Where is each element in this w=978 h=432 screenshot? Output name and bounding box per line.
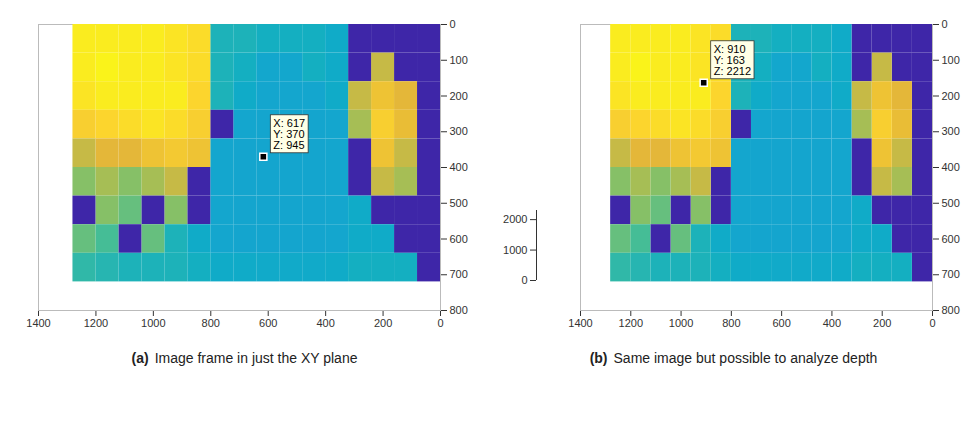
svg-text:800: 800 xyxy=(201,317,219,329)
svg-text:600: 600 xyxy=(259,317,277,329)
svg-text:1200: 1200 xyxy=(83,317,107,329)
svg-text:0: 0 xyxy=(941,18,947,30)
svg-text:300: 300 xyxy=(449,125,467,137)
svg-text:400: 400 xyxy=(316,317,334,329)
svg-text:800: 800 xyxy=(722,317,740,329)
svg-text:1000: 1000 xyxy=(503,244,527,256)
svg-text:600: 600 xyxy=(941,233,959,245)
svg-text:400: 400 xyxy=(449,161,467,173)
svg-text:1400: 1400 xyxy=(568,317,592,329)
svg-text:100: 100 xyxy=(941,54,959,66)
svg-text:400: 400 xyxy=(822,317,840,329)
svg-text:800: 800 xyxy=(941,304,959,316)
svg-text:700: 700 xyxy=(449,268,467,280)
svg-text:1000: 1000 xyxy=(668,317,692,329)
svg-text:100: 100 xyxy=(449,54,467,66)
svg-text:500: 500 xyxy=(449,197,467,209)
svg-text:1200: 1200 xyxy=(618,317,642,329)
svg-text:300: 300 xyxy=(941,125,959,137)
svg-text:200: 200 xyxy=(449,90,467,102)
svg-text:1400: 1400 xyxy=(26,317,50,329)
svg-text:200: 200 xyxy=(873,317,891,329)
svg-text:500: 500 xyxy=(941,197,959,209)
svg-text:0: 0 xyxy=(437,317,443,329)
svg-text:0: 0 xyxy=(929,317,935,329)
html-text:(b) Same image but possible to: (b) Same image but possible to analyze d… xyxy=(589,350,878,366)
svg-text:1000: 1000 xyxy=(141,317,165,329)
svg-text:400: 400 xyxy=(941,161,959,173)
svg-text:200: 200 xyxy=(373,317,391,329)
svg-text:700: 700 xyxy=(941,268,959,280)
svg-text:0: 0 xyxy=(521,274,527,286)
html-text:(a) Image frame in just the XY: (a) Image frame in just the XY plane xyxy=(131,350,358,366)
svg-text:0: 0 xyxy=(449,18,455,30)
svg-text:600: 600 xyxy=(772,317,790,329)
svg-text:X: 617Y: 370Z: 945: X: 617Y: 370Z: 945 xyxy=(273,117,305,151)
svg-text:600: 600 xyxy=(449,233,467,245)
svg-text:X: 910Y: 163Z: 2212: X: 910Y: 163Z: 2212 xyxy=(713,43,750,77)
svg-text:2000: 2000 xyxy=(503,213,527,225)
svg-text:200: 200 xyxy=(941,90,959,102)
svg-text:800: 800 xyxy=(449,304,467,316)
